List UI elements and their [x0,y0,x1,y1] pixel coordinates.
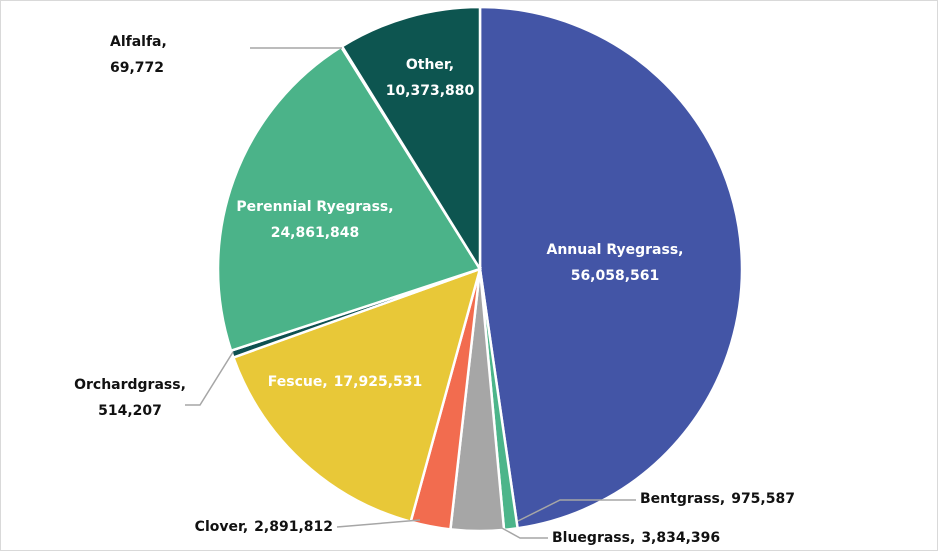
category-name: Fescue [268,374,323,390]
separator: , [388,199,393,215]
data-label: Other, 10,373,880 [386,57,475,99]
data-label: Bluegrass, 3,834,396 [552,530,720,546]
value-label: 69,772 [110,60,164,76]
pie-slice [478,5,744,530]
value-label: 17,925,531 [334,374,423,390]
leader-line [499,526,548,539]
category-name: Orchardgrass [74,377,180,393]
category-name: Perennial Ryegrass [236,199,388,215]
leader-line [517,499,636,522]
value-label: 24,861,848 [271,225,360,241]
data-label: Clover, 2,891,812 [195,519,333,535]
leader-line [185,351,234,406]
category-name: Bentgrass [640,491,720,507]
data-label: Perennial Ryegrass, 24,861,848 [236,199,393,241]
separator: , [243,519,248,535]
data-label: Annual Ryegrass, 56,058,561 [547,242,684,284]
separator: , [678,242,683,258]
value-label: 56,058,561 [571,268,660,284]
separator: , [630,530,635,546]
leader-line [336,519,421,528]
separator: , [181,377,186,393]
separator: , [720,491,725,507]
value-label: 514,207 [98,403,162,419]
value-label: 3,834,396 [641,530,720,546]
data-label: Alfalfa, 69,772 [110,34,167,76]
pie-slice [231,267,482,524]
category-name: Other [406,57,451,73]
separator: , [322,374,327,390]
data-label: Bentgrass, 975,587 [640,491,795,507]
category-name: Clover [195,519,245,535]
category-name: Alfalfa [110,34,162,50]
data-label: Orchardgrass, 514,207 [74,377,186,419]
pie-slice [340,5,482,274]
value-label: 975,587 [731,491,795,507]
separator: , [449,57,454,73]
pie-slice [216,45,482,353]
value-label: 2,891,812 [254,519,333,535]
category-name: Bluegrass [552,530,630,546]
category-name: Annual Ryegrass [547,242,679,258]
separator: , [162,34,167,50]
data-label: Fescue, 17,925,531 [268,374,423,390]
value-label: 10,373,880 [386,83,475,99]
